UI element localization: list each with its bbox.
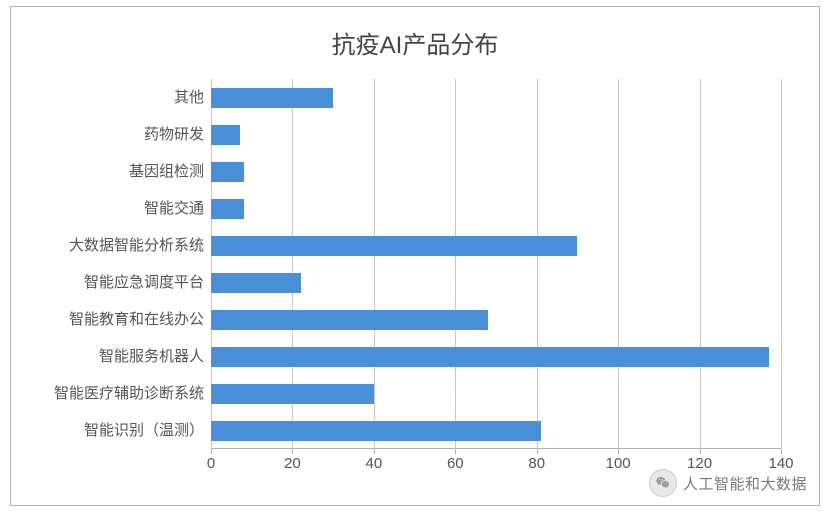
y-category-label: 智能服务机器人: [4, 347, 204, 367]
bar: [211, 88, 333, 108]
bar: [211, 310, 488, 330]
bar: [211, 273, 301, 293]
bar: [211, 236, 577, 256]
y-category-label: 智能教育和在线办公: [4, 310, 204, 330]
y-category-label: 药物研发: [4, 125, 204, 145]
y-category-label: 大数据智能分析系统: [4, 236, 204, 256]
y-category-label: 基因组检测: [4, 162, 204, 182]
bar: [211, 199, 244, 219]
y-category-label: 智能医疗辅助诊断系统: [4, 384, 204, 404]
x-axis: [211, 448, 781, 449]
grid-line: [700, 79, 701, 449]
x-tick: [781, 449, 782, 454]
y-category-label: 智能识别（温测）: [4, 421, 204, 441]
x-tick: [537, 449, 538, 454]
grid-line: [618, 79, 619, 449]
watermark: 人工智能和大数据: [649, 469, 807, 497]
y-category-label: 其他: [4, 88, 204, 108]
grid-line: [781, 79, 782, 449]
x-tick-label: 20: [272, 455, 312, 472]
wechat-icon: [649, 469, 677, 497]
x-tick: [374, 449, 375, 454]
bar: [211, 162, 244, 182]
y-category-label: 智能交通: [4, 199, 204, 219]
plot-area: [211, 79, 781, 449]
x-tick: [700, 449, 701, 454]
grid-line: [374, 79, 375, 449]
x-tick-label: 60: [435, 455, 475, 472]
grid-line: [537, 79, 538, 449]
x-tick-label: 0: [191, 455, 231, 472]
chart-title: 抗疫AI产品分布: [11, 25, 819, 60]
x-tick: [455, 449, 456, 454]
x-tick-label: 100: [598, 455, 638, 472]
bar: [211, 421, 541, 441]
x-tick: [211, 449, 212, 454]
y-category-label: 智能应急调度平台: [4, 273, 204, 293]
x-tick: [618, 449, 619, 454]
bar: [211, 347, 769, 367]
x-tick: [292, 449, 293, 454]
watermark-text: 人工智能和大数据: [683, 473, 807, 494]
x-tick-label: 40: [354, 455, 394, 472]
bar: [211, 125, 240, 145]
grid-line: [455, 79, 456, 449]
x-tick-label: 80: [517, 455, 557, 472]
bar: [211, 384, 374, 404]
chart-container: 抗疫AI产品分布 人工智能和大数据 020406080100120140其他药物…: [10, 6, 820, 506]
